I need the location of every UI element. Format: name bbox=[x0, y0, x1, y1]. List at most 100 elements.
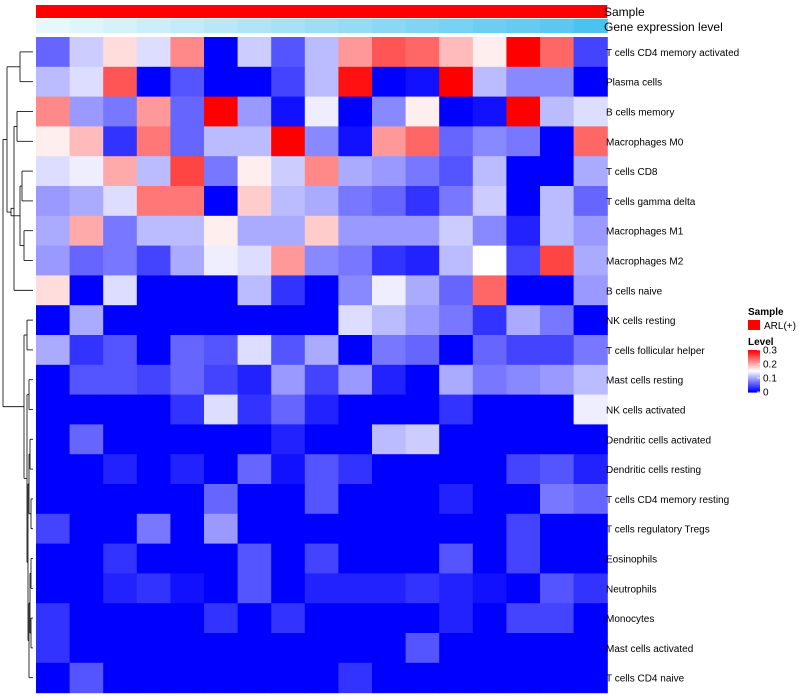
heatmap-cell bbox=[540, 394, 575, 425]
expression-annotation-cell bbox=[540, 19, 575, 33]
heatmap-cell bbox=[271, 186, 306, 217]
heatmap-cell bbox=[472, 126, 507, 157]
expression-annotation-cell bbox=[170, 19, 205, 33]
heatmap-cell bbox=[271, 603, 306, 634]
heatmap-cell bbox=[237, 484, 272, 515]
heatmap-cell bbox=[405, 454, 440, 485]
heatmap-cell bbox=[204, 245, 239, 276]
heatmap-cell bbox=[573, 37, 608, 68]
heatmap-cell bbox=[237, 156, 272, 187]
legend-sample-title: Sample bbox=[748, 307, 784, 318]
heatmap-cell bbox=[573, 603, 608, 634]
heatmap-cell bbox=[506, 543, 541, 574]
colorbar-step bbox=[748, 354, 760, 356]
expression-annotation-cell bbox=[69, 19, 104, 33]
heatmap-cell bbox=[338, 454, 373, 485]
row-label: Dendritic cells activated bbox=[606, 435, 711, 446]
row-label: Macrophages M0 bbox=[606, 137, 684, 148]
heatmap-cell bbox=[136, 305, 171, 336]
heatmap-cell bbox=[36, 66, 71, 98]
row-label: T cells CD4 memory resting bbox=[606, 495, 729, 506]
heatmap-cell bbox=[472, 37, 507, 68]
heatmap-cell bbox=[271, 424, 306, 455]
row-label: Eosinophils bbox=[606, 555, 657, 566]
heatmap-cell bbox=[540, 364, 575, 396]
heatmap-cell bbox=[69, 335, 104, 366]
heatmap-cell bbox=[136, 662, 171, 694]
heatmap-cell bbox=[472, 394, 507, 425]
colorbar-step bbox=[748, 378, 760, 380]
heatmap-cell bbox=[204, 543, 239, 574]
heatmap-cell bbox=[472, 96, 507, 127]
heatmap-cell bbox=[506, 66, 541, 98]
heatmap-cell bbox=[472, 424, 507, 455]
heatmap-cell bbox=[304, 633, 339, 664]
heatmap-cell bbox=[103, 215, 138, 247]
expression-annotation-cell bbox=[136, 19, 171, 33]
heatmap-cell bbox=[506, 394, 541, 425]
heatmap-cell bbox=[136, 573, 171, 604]
heatmap-cell bbox=[271, 335, 306, 366]
heatmap-cell bbox=[136, 156, 171, 187]
heatmap-cell bbox=[237, 335, 272, 366]
heatmap-cell bbox=[372, 364, 407, 396]
heatmap-cell bbox=[304, 245, 339, 276]
expression-annotation-cell bbox=[271, 19, 306, 33]
heatmap-cell bbox=[540, 454, 575, 485]
heatmap-cell bbox=[69, 186, 104, 217]
heatmap-cell bbox=[439, 513, 474, 545]
heatmap-cell bbox=[271, 573, 306, 604]
heatmap-cell bbox=[170, 513, 205, 545]
sample-annotation-bar bbox=[36, 5, 608, 18]
heatmap-cell bbox=[540, 573, 575, 604]
heatmap-cell bbox=[372, 126, 407, 157]
heatmap-cell bbox=[36, 394, 71, 425]
heatmap-cell bbox=[204, 335, 239, 366]
heatmap-cell bbox=[136, 484, 171, 515]
heatmap-cell bbox=[69, 633, 104, 664]
heatmap-cell bbox=[36, 305, 71, 336]
heatmap-cell bbox=[170, 364, 205, 396]
heatmap-cell bbox=[439, 96, 474, 127]
heatmap-cell bbox=[136, 603, 171, 634]
heatmap-cell bbox=[405, 424, 440, 455]
row-label: T cells CD4 memory activated bbox=[606, 48, 739, 59]
heatmap-cell bbox=[204, 66, 239, 98]
heatmap-cell bbox=[506, 37, 541, 68]
colorbar-step bbox=[748, 365, 760, 367]
heatmap-cell bbox=[204, 573, 239, 604]
heatmap-cell bbox=[573, 275, 608, 306]
heatmap-cell bbox=[304, 66, 339, 98]
heatmap-cell bbox=[271, 275, 306, 306]
heatmap-cell bbox=[506, 364, 541, 396]
heatmap-cell bbox=[540, 305, 575, 336]
colorbar-step bbox=[748, 360, 760, 362]
heatmap-cell bbox=[304, 186, 339, 217]
heatmap-cell bbox=[573, 245, 608, 276]
row-label: T cells CD4 naive bbox=[606, 674, 685, 685]
heatmap-cell bbox=[506, 662, 541, 694]
heatmap-cell bbox=[237, 454, 272, 485]
colorbar-step bbox=[748, 350, 760, 352]
colorbar-step bbox=[748, 358, 760, 360]
heatmap-cell bbox=[69, 543, 104, 574]
heatmap-cell bbox=[36, 573, 71, 604]
heatmap-cell bbox=[540, 275, 575, 306]
heatmap-cell bbox=[338, 603, 373, 634]
row-label: T cells follicular helper bbox=[606, 346, 705, 357]
heatmap-cell bbox=[506, 603, 541, 634]
heatmap-cell bbox=[506, 484, 541, 515]
heatmap-cell bbox=[573, 513, 608, 545]
heatmap-cell bbox=[405, 573, 440, 604]
heatmap-cell bbox=[338, 37, 373, 68]
expression-annotation-cell bbox=[405, 19, 440, 33]
heatmap-cell bbox=[170, 603, 205, 634]
heatmap-cell bbox=[338, 484, 373, 515]
heatmap-cell bbox=[405, 275, 440, 306]
colorbar-step bbox=[748, 355, 760, 357]
heatmap-cell bbox=[439, 454, 474, 485]
heatmap-cell bbox=[372, 335, 407, 366]
colorbar-step bbox=[748, 390, 760, 392]
heatmap-cell bbox=[170, 96, 205, 127]
heatmap-cell bbox=[573, 96, 608, 127]
